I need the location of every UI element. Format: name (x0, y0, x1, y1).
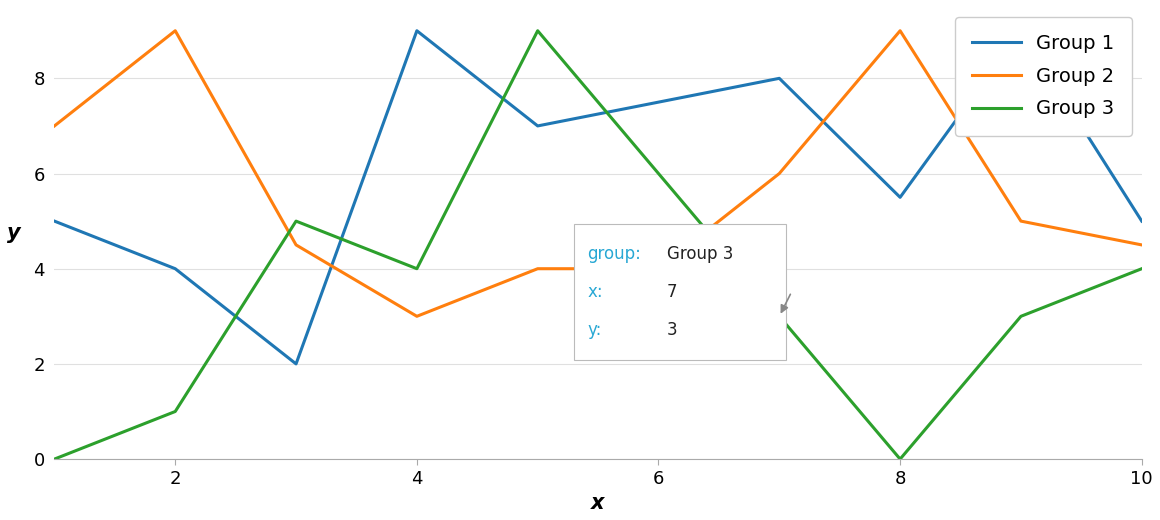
FancyBboxPatch shape (574, 224, 786, 360)
Group 3 (1134, 266, 1148, 272)
Group 1 (773, 75, 786, 82)
Group 2 (1014, 218, 1028, 224)
Group 3 (893, 456, 907, 462)
Group 2 (893, 28, 907, 34)
Text: 3: 3 (667, 321, 677, 339)
Text: y:: y: (587, 321, 602, 339)
Group 2 (531, 266, 545, 272)
Group 3 (773, 313, 786, 319)
Group 1 (1134, 218, 1148, 224)
Group 1 (893, 194, 907, 200)
Group 3 (1014, 313, 1028, 319)
Group 1 (289, 361, 303, 367)
Text: group:: group: (587, 245, 641, 263)
Group 1 (652, 99, 666, 105)
Group 2 (1134, 242, 1148, 248)
Group 2 (48, 123, 61, 129)
Group 3 (409, 266, 423, 272)
Group 2 (409, 313, 423, 319)
Line: Group 1: Group 1 (55, 31, 1141, 364)
Group 1 (48, 218, 61, 224)
Group 3 (531, 28, 545, 34)
Y-axis label: y: y (7, 223, 21, 243)
Line: Group 3: Group 3 (55, 31, 1141, 459)
Group 1 (168, 266, 182, 272)
Text: Group 3: Group 3 (667, 245, 733, 263)
Group 3 (652, 171, 666, 177)
Group 3 (289, 218, 303, 224)
Line: Group 2: Group 2 (55, 31, 1141, 316)
Text: 7: 7 (667, 283, 677, 301)
Group 2 (652, 266, 666, 272)
Legend: Group 1, Group 2, Group 3: Group 1, Group 2, Group 3 (955, 17, 1132, 136)
Group 1 (1014, 28, 1028, 34)
Group 1 (531, 123, 545, 129)
Text: x:: x: (587, 283, 603, 301)
Group 2 (289, 242, 303, 248)
Group 2 (773, 171, 786, 177)
Group 1 (409, 28, 423, 34)
Group 2 (168, 28, 182, 34)
Group 3 (48, 456, 61, 462)
X-axis label: x: x (592, 493, 604, 513)
Group 3 (168, 408, 182, 414)
